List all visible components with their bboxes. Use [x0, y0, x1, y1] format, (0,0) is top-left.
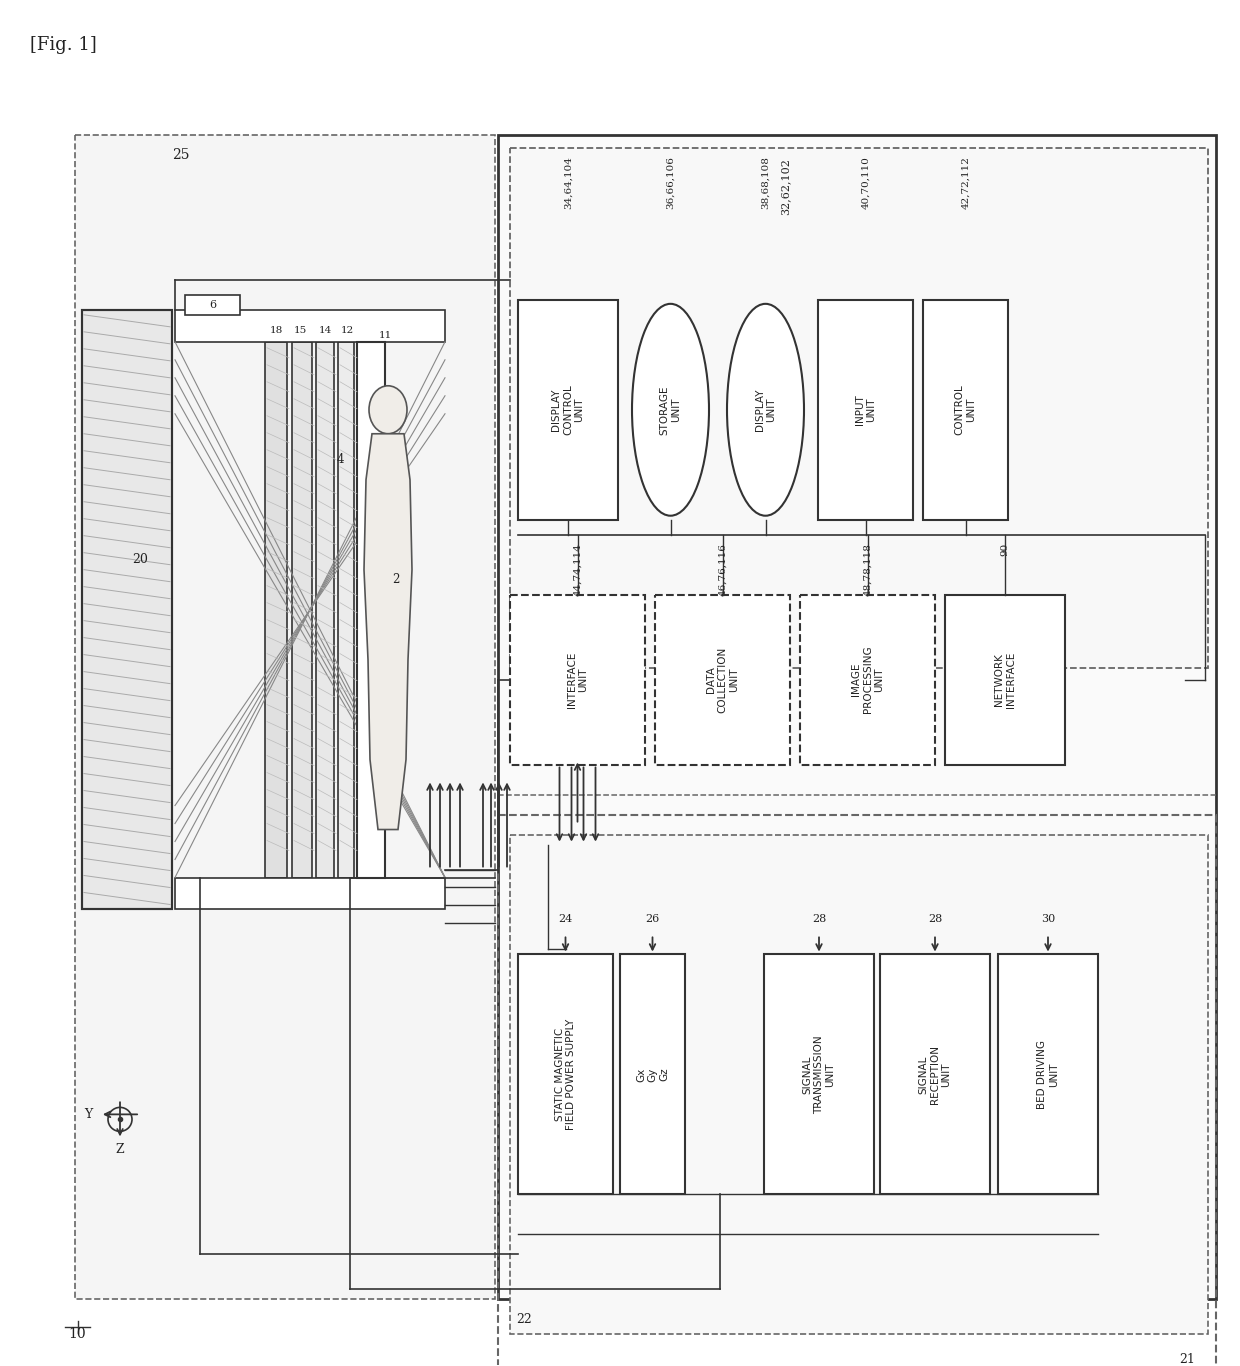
Text: NETWORK
INTERFACE: NETWORK INTERFACE	[994, 652, 1016, 708]
Text: 26: 26	[645, 914, 660, 925]
Bar	[800, 594, 935, 765]
Bar	[82, 310, 172, 910]
Bar	[510, 148, 1208, 668]
Bar	[923, 299, 1008, 519]
Text: 6: 6	[210, 299, 217, 310]
Ellipse shape	[632, 303, 709, 516]
Bar	[518, 955, 613, 1194]
Bar	[498, 135, 1216, 1299]
Bar	[880, 955, 990, 1194]
Text: 11: 11	[378, 331, 392, 340]
Text: 28: 28	[928, 914, 942, 925]
Text: STATIC MAGNETIC
FIELD POWER SUPPLY: STATIC MAGNETIC FIELD POWER SUPPLY	[554, 1019, 577, 1130]
Text: 34,64,104: 34,64,104	[563, 156, 573, 209]
Text: SIGNAL
TRANSMISSION
UNIT: SIGNAL TRANSMISSION UNIT	[802, 1035, 836, 1113]
Text: 46,76,116: 46,76,116	[718, 542, 727, 596]
Bar	[510, 835, 1208, 1335]
Text: Z: Z	[115, 1143, 124, 1156]
Text: Gx
Gy
Gz: Gx Gy Gz	[636, 1067, 670, 1082]
Bar	[175, 877, 445, 910]
Bar	[265, 342, 286, 877]
Text: [Fig. 1]: [Fig. 1]	[30, 36, 97, 55]
Text: 12: 12	[340, 326, 353, 335]
Text: 40,70,110: 40,70,110	[861, 156, 870, 209]
Ellipse shape	[727, 303, 804, 516]
Bar	[339, 342, 353, 877]
Text: DISPLAY
CONTROL
UNIT: DISPLAY CONTROL UNIT	[552, 384, 584, 436]
Text: INTERFACE
UNIT: INTERFACE UNIT	[567, 652, 588, 708]
Text: BED DRIVING
UNIT: BED DRIVING UNIT	[1037, 1040, 1059, 1109]
Text: 48,78,118: 48,78,118	[863, 542, 872, 596]
Ellipse shape	[370, 385, 407, 434]
Bar	[518, 299, 618, 519]
Text: 32,62,102: 32,62,102	[780, 158, 790, 214]
Text: 36,66,106: 36,66,106	[666, 156, 675, 209]
Text: 24: 24	[558, 914, 573, 925]
Bar	[316, 342, 334, 877]
Text: SIGNAL
RECEPTION
UNIT: SIGNAL RECEPTION UNIT	[919, 1045, 951, 1104]
Bar	[620, 955, 684, 1194]
Text: 10: 10	[68, 1328, 86, 1341]
Bar	[510, 594, 645, 765]
Bar	[998, 955, 1097, 1194]
Bar	[185, 295, 241, 314]
Text: DISPLAY
UNIT: DISPLAY UNIT	[755, 388, 776, 432]
Text: STORAGE
UNIT: STORAGE UNIT	[660, 385, 681, 434]
Text: INPUT
UNIT: INPUT UNIT	[854, 395, 877, 425]
Text: 21: 21	[1179, 1354, 1195, 1366]
Text: IMAGE
PROCESSING
UNIT: IMAGE PROCESSING UNIT	[851, 646, 884, 713]
Text: 38,68,108: 38,68,108	[761, 156, 770, 209]
Text: 4: 4	[336, 454, 343, 466]
Text: Y: Y	[84, 1108, 92, 1121]
Text: 22: 22	[516, 1313, 532, 1326]
Bar	[357, 342, 384, 877]
Text: 42,72,112: 42,72,112	[961, 156, 970, 209]
Text: DATA
COLLECTION
UNIT: DATA COLLECTION UNIT	[706, 646, 739, 713]
Bar	[74, 135, 495, 1299]
Text: 25: 25	[172, 148, 190, 163]
Bar	[764, 955, 874, 1194]
Bar	[655, 594, 790, 765]
Bar	[818, 299, 913, 519]
Text: CONTROL
UNIT: CONTROL UNIT	[955, 384, 976, 436]
Text: 20: 20	[133, 553, 148, 566]
Text: 14: 14	[319, 326, 331, 335]
Text: 90: 90	[1001, 542, 1009, 556]
Bar	[175, 310, 445, 342]
Text: 30: 30	[1040, 914, 1055, 925]
Bar	[291, 342, 312, 877]
Text: 28: 28	[812, 914, 826, 925]
Text: 44,74,114: 44,74,114	[573, 542, 582, 596]
Text: 2: 2	[392, 574, 399, 586]
Polygon shape	[365, 434, 412, 829]
Bar	[82, 310, 172, 910]
Text: 15: 15	[294, 326, 306, 335]
Text: 18: 18	[269, 326, 283, 335]
Bar	[498, 814, 1216, 1366]
Bar	[945, 594, 1065, 765]
